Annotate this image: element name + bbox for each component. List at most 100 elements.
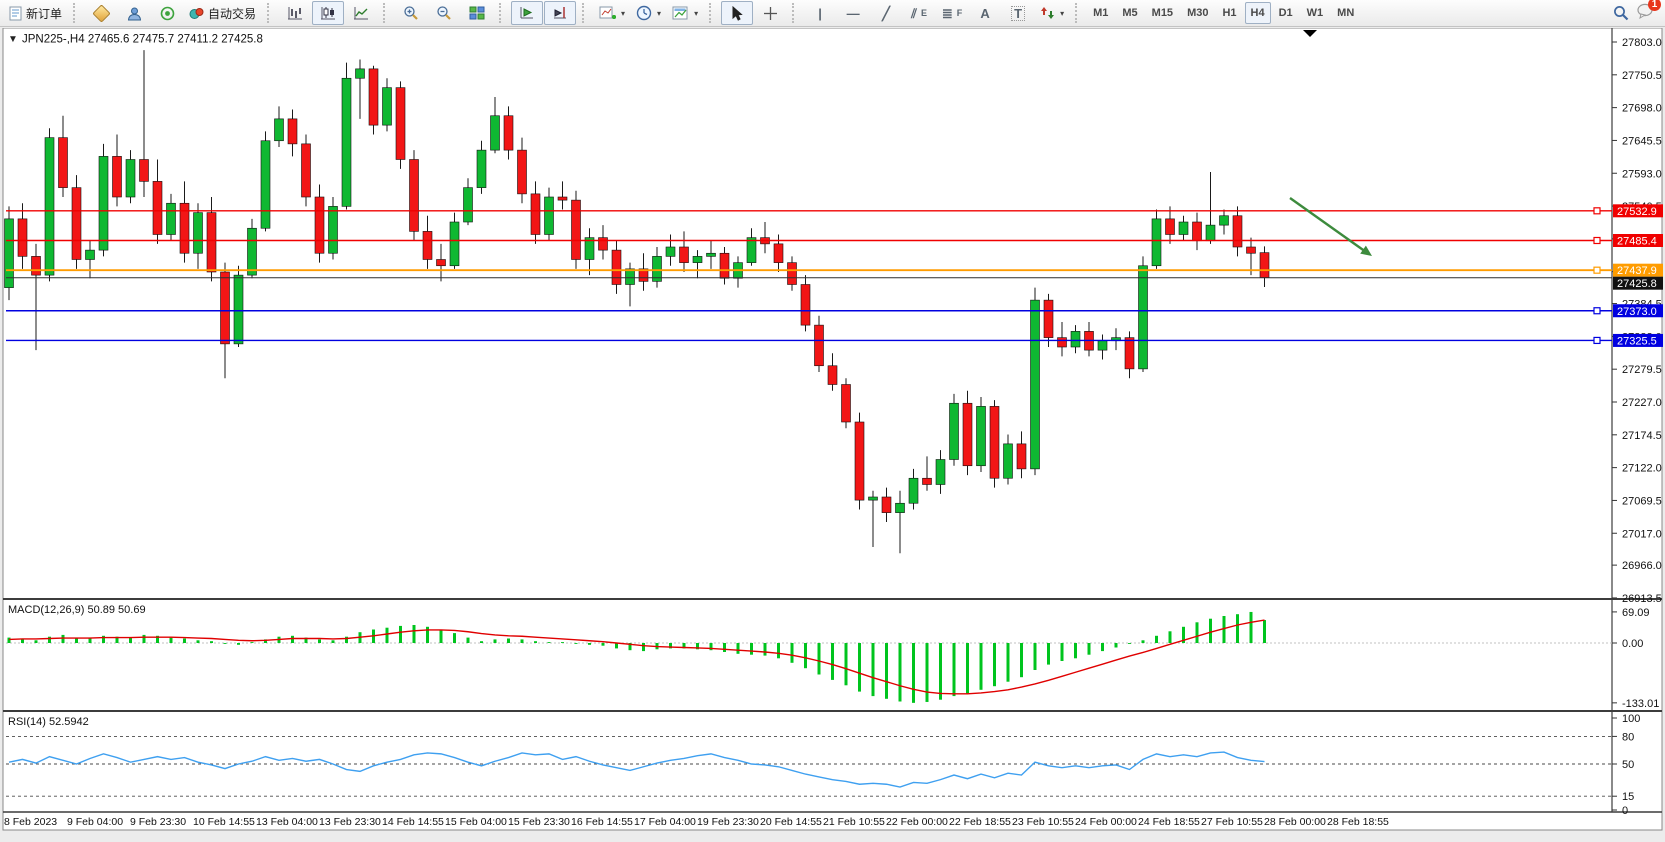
candle-body (1097, 340, 1108, 351)
candle-body (665, 246, 676, 257)
zoom-in-button[interactable] (395, 1, 427, 25)
arrows-tool-button[interactable]: ▾ (1035, 1, 1069, 25)
candle-body (58, 137, 68, 188)
candlestick-chart-icon (321, 6, 336, 19)
timeframe-button-w1[interactable]: W1 (1306, 7, 1324, 19)
crosshair-icon (763, 6, 777, 20)
price-axis-label: 27698.0 (1622, 103, 1662, 115)
timeframe-button-m1[interactable]: M1 (1093, 7, 1109, 19)
chart-shift-button[interactable] (544, 1, 577, 25)
tile-windows-icon (469, 6, 485, 20)
trendline-tool-button[interactable]: ╱ (870, 1, 902, 25)
candle-body (571, 199, 581, 260)
channel-tool-button[interactable]: ⫽ E (903, 1, 935, 25)
auto-trading-button[interactable]: 自动交易 (184, 1, 261, 25)
zoom-in-icon (404, 6, 418, 20)
candle-body (1030, 299, 1040, 470)
price-tag (1613, 304, 1663, 318)
price-tag (1613, 263, 1663, 277)
time-axis-label: 16 Feb 14:55 (571, 816, 633, 828)
add-indicator-button[interactable]: ▾ (594, 1, 630, 25)
time-axis-label: 21 Feb 10:55 (823, 816, 885, 828)
price-tag-label: 27437.9 (1617, 265, 1657, 277)
candle-body (787, 262, 797, 285)
time-axis-label: 10 Feb 14:55 (193, 816, 255, 828)
timeframe-button-d1[interactable]: D1 (1278, 7, 1293, 19)
vertical-line-tool-button[interactable]: | (804, 1, 836, 25)
trend-arrow-head[interactable] (1360, 245, 1372, 256)
template-icon (672, 6, 688, 19)
chart-canvas[interactable]: 27803.027750.527698.027645.527593.027540… (0, 27, 1665, 834)
price-axis-label: 27750.5 (1622, 70, 1662, 82)
candle-body (1003, 443, 1013, 479)
auto-scroll-button[interactable] (511, 1, 544, 25)
price-tag (1613, 276, 1663, 290)
search-icon[interactable] (1613, 5, 1629, 21)
channel-letter: E (920, 7, 927, 18)
cursor-tool-button[interactable] (721, 1, 754, 25)
timeframe-button-mn[interactable]: MN (1337, 7, 1355, 19)
candle-body (611, 249, 622, 285)
price-axis-label: 27017.0 (1622, 528, 1662, 540)
bar-chart-button[interactable] (279, 1, 311, 25)
text-label-tool-button[interactable]: T (1002, 1, 1034, 25)
candle-body (854, 421, 865, 501)
time-axis-label: 28 Feb 18:55 (1327, 816, 1389, 828)
hline-handle[interactable] (1593, 336, 1601, 345)
toolbar-separator (383, 3, 389, 23)
timeframe-button-m30[interactable]: M30 (1187, 7, 1209, 19)
text-tool-button[interactable]: A (969, 1, 1001, 25)
timeframe-button-m5[interactable]: M5 (1122, 7, 1138, 19)
candle-body (881, 496, 892, 513)
candle-body (355, 68, 365, 79)
profile-button[interactable] (118, 1, 150, 25)
timeframe-button-h4[interactable]: H4 (1244, 2, 1271, 24)
notifications-button[interactable]: 1 (1637, 0, 1661, 24)
time-axis-label: 14 Feb 14:55 (382, 816, 444, 828)
candle-body (422, 231, 433, 260)
candle-body (490, 115, 500, 151)
time-axis-label: 27 Feb 10:55 (1201, 816, 1263, 828)
fibo-letter: F (956, 7, 963, 18)
trend-arrow-line[interactable] (1289, 197, 1367, 253)
hline-handle[interactable] (1593, 207, 1601, 215)
line-chart-button[interactable] (345, 1, 377, 25)
hline-handle[interactable] (1593, 307, 1601, 315)
chart-shift-icon (554, 7, 567, 19)
candle-body (85, 249, 95, 260)
crosshair-tool-button[interactable] (754, 1, 786, 25)
toolbar-separator (792, 3, 798, 23)
chart-shift-marker[interactable] (1303, 30, 1317, 37)
market-signal-button[interactable] (151, 1, 183, 25)
timeframe-button-m15[interactable]: M15 (1151, 7, 1174, 19)
fibonacci-tool-button[interactable]: ≣ F (936, 1, 968, 25)
candle-body (598, 237, 608, 251)
timeframe-button-h1[interactable]: H1 (1222, 7, 1237, 19)
candle-body (1070, 331, 1081, 348)
template-button[interactable]: ▾ (667, 1, 703, 25)
candle-body (814, 324, 824, 367)
quotes-button[interactable] (85, 1, 117, 25)
macd-axis-label: 0.00 (1622, 638, 1643, 650)
period-button[interactable]: ▾ (631, 1, 666, 25)
candle-body (220, 271, 230, 345)
time-axis-label: 28 Feb 00:00 (1264, 816, 1326, 828)
zoom-out-button[interactable] (428, 1, 460, 25)
new-order-button[interactable]: 新订单 (4, 1, 67, 25)
price-axis-label: 27122.0 (1622, 463, 1662, 475)
candle-body (314, 196, 325, 254)
toolbar-separator (499, 3, 505, 23)
horizontal-line-tool-button[interactable]: — (837, 1, 869, 25)
hline-handle[interactable] (1593, 266, 1601, 274)
candle-body (922, 477, 932, 485)
chart-collapse-icon[interactable]: ▼ (8, 34, 18, 45)
time-axis-label: 19 Feb 23:30 (697, 816, 759, 828)
tile-windows-button[interactable] (461, 1, 493, 25)
toolbar-separator (582, 3, 588, 23)
candle-body (125, 159, 136, 198)
hline-handle[interactable] (1593, 236, 1601, 245)
candlestick-chart-button[interactable] (312, 1, 345, 25)
candle-body (638, 268, 649, 282)
auto-scroll-icon (520, 7, 534, 19)
chart-window[interactable]: 27803.027750.527698.027645.527593.027540… (0, 27, 1665, 834)
